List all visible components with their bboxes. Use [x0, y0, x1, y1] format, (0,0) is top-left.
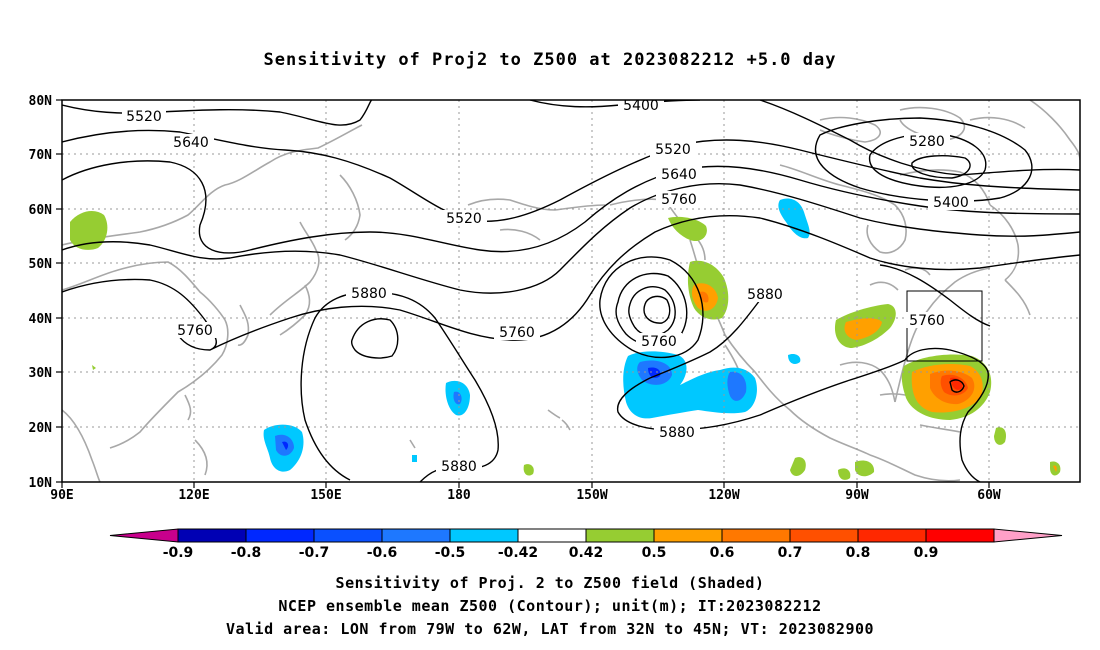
colorbar-swatch [381, 528, 451, 543]
contour-label: 5400 [933, 195, 969, 211]
colorbar-swatch [857, 528, 927, 543]
map-title: Sensitivity of Proj2 to Z500 at 20230822… [263, 50, 837, 70]
contour-label: 5760 [661, 192, 697, 208]
colorbar-swatch [449, 528, 519, 543]
lat-label: 80N [29, 94, 53, 109]
contour-label: 5640 [173, 135, 209, 151]
lat-label: 50N [29, 257, 53, 272]
colorbar-tick-label: -0.6 [367, 545, 398, 561]
lon-label: 120W [708, 488, 739, 503]
contour-label: 5760 [641, 334, 677, 350]
map-frame [61, 99, 1081, 483]
colorbar-tick-label: -0.7 [299, 545, 330, 561]
lon-label: 60W [977, 488, 1001, 503]
longitude-labels: 90E 120E 150E 180 150W 120W 90W 60W [50, 488, 1001, 503]
contour-label: 5520 [126, 109, 162, 125]
contour-label: 5760 [177, 323, 213, 339]
colorbar-tick-label: 0.8 [846, 545, 871, 561]
lat-label: 70N [29, 148, 53, 163]
caption-shading: Sensitivity of Proj. 2 to Z500 field (Sh… [335, 574, 765, 592]
contour-label-group: 5520 5640 5520 5400 5520 5640 5760 5280 … [122, 98, 974, 475]
colorbar-swatch [653, 528, 723, 543]
contour-label: 5640 [661, 167, 697, 183]
lon-label: 180 [447, 488, 471, 503]
colorbar-tick-label: 0.6 [710, 545, 735, 561]
graticule [62, 100, 1080, 482]
contour-label: 5880 [351, 286, 387, 302]
lon-label: 150W [576, 488, 607, 503]
contour-label: 5880 [747, 287, 783, 303]
colorbar-tick-label: -0.5 [435, 545, 466, 561]
colorbar: -0.9 -0.8 -0.7 -0.6 -0.5 -0.42 0.42 0.5 0.6 0.7 0.… [109, 528, 1063, 561]
lat-label: 20N [29, 421, 53, 436]
colorbar-swatch [517, 528, 587, 543]
colorbar-tick-label: -0.42 [498, 545, 538, 561]
caption-contour: NCEP ensemble mean Z500 (Contour); unit(… [278, 597, 822, 615]
colorbar-swatch [313, 528, 383, 543]
lat-label: 30N [29, 366, 53, 381]
lat-label: 40N [29, 312, 53, 327]
contour-label: 5760 [499, 325, 535, 341]
colorbar-swatch [585, 528, 655, 543]
colorbar-tick-label: 0.9 [914, 545, 939, 561]
lat-label: 60N [29, 203, 53, 218]
lat-label: 10N [29, 476, 53, 491]
colorbar-swatch [925, 528, 995, 543]
colorbar-tick-label: -0.9 [163, 545, 194, 561]
contour-label: 5520 [446, 211, 482, 227]
contour-label: 5880 [441, 459, 477, 475]
contour-label: 5280 [909, 134, 945, 150]
colorbar-left-arrow [109, 528, 179, 543]
colorbar-swatch [245, 528, 315, 543]
contour-label: 5760 [909, 313, 945, 329]
z500-contours [62, 100, 1080, 482]
colorbar-tick-label: 0.7 [778, 545, 803, 561]
contour-label: 5400 [623, 98, 659, 114]
lon-label: 90E [50, 488, 73, 503]
contour-label: 5880 [659, 425, 695, 441]
lon-label: 90W [845, 488, 869, 503]
colorbar-tick-label: 0.5 [642, 545, 667, 561]
colorbar-tick-label: 0.42 [569, 545, 604, 561]
contour-label: 5520 [655, 142, 691, 158]
colorbar-right-arrow [993, 528, 1063, 543]
map-area: 5520 5640 5520 5400 5520 5640 5760 5280 … [62, 98, 1080, 482]
caption-valid-area: Valid area: LON from 79W to 62W, LAT fro… [225, 620, 875, 638]
tick-marks [56, 99, 990, 488]
colorbar-tick-label: -0.8 [231, 545, 262, 561]
colorbar-swatch [721, 528, 791, 543]
lon-label: 150E [310, 488, 341, 503]
colorbar-swatch [177, 528, 247, 543]
latitude-labels: 80N 70N 60N 50N 40N 30N 20N 10N [29, 94, 53, 491]
lon-label: 120E [178, 488, 209, 503]
colorbar-swatch [789, 528, 859, 543]
